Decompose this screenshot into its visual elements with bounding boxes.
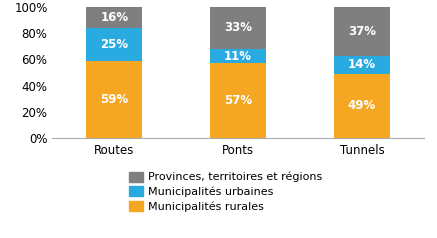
Bar — [210, 49, 266, 64]
Text: 37%: 37% — [348, 25, 376, 38]
Bar — [334, 7, 390, 56]
Bar — [334, 56, 390, 74]
Bar — [87, 28, 142, 61]
Text: 25%: 25% — [100, 38, 128, 51]
Text: 16%: 16% — [100, 11, 128, 24]
Bar — [87, 7, 142, 28]
Text: 33%: 33% — [224, 21, 252, 34]
Bar — [210, 6, 266, 49]
Bar — [210, 64, 266, 138]
Bar — [87, 61, 142, 138]
Bar — [334, 74, 390, 138]
Text: 57%: 57% — [224, 94, 252, 107]
Text: 49%: 49% — [348, 99, 376, 113]
Text: 14%: 14% — [348, 58, 376, 71]
Legend: Provinces, territoires et régions, Municipalités urbaines, Municipalités rurales: Provinces, territoires et régions, Munic… — [125, 167, 327, 216]
Text: 11%: 11% — [224, 50, 252, 63]
Text: 59%: 59% — [100, 93, 128, 106]
